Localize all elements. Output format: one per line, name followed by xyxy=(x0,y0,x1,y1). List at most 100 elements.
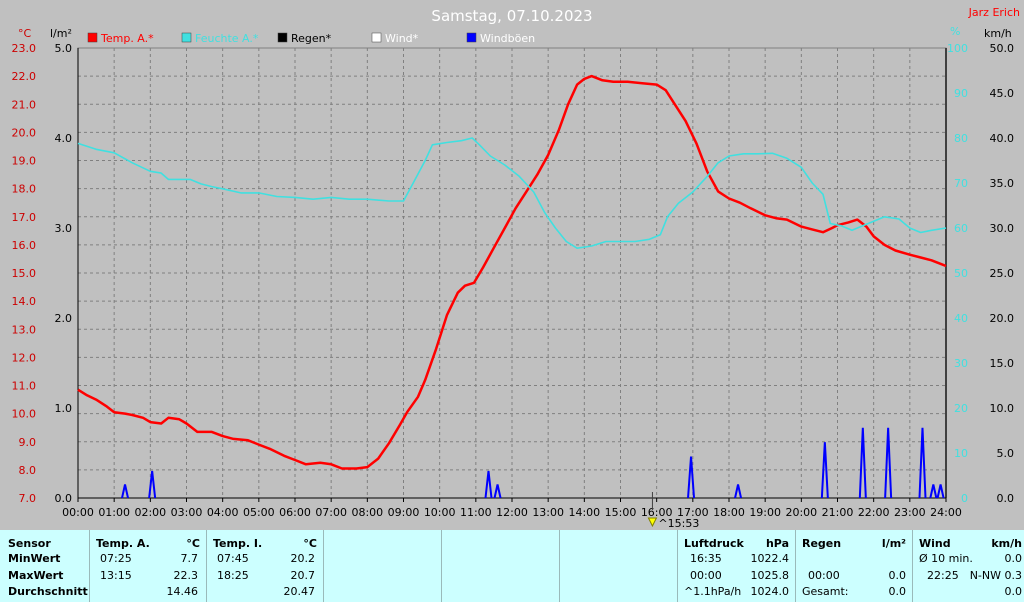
x-tick-label: 14:00 xyxy=(568,506,600,519)
chart-series xyxy=(77,74,947,499)
x-tick-label: 13:00 xyxy=(532,506,564,519)
luftdruck-max-value: 1025.8 xyxy=(750,569,790,582)
left2-tick-label: 1.0 xyxy=(55,402,73,415)
left1-tick-label: 19.0 xyxy=(12,155,37,168)
stats-col-temp-a: Temp. A. °C 07:25 7.7 13:15 22.3 14.46 xyxy=(90,530,207,602)
x-tick-label: 18:00 xyxy=(713,506,745,519)
x-tick-label: 02:00 xyxy=(134,506,166,519)
regen-max-value: 0.0 xyxy=(888,569,907,582)
legend-swatch xyxy=(87,32,98,43)
left1-tick-label: 22.0 xyxy=(12,70,37,83)
legend-swatch xyxy=(371,32,382,43)
temp-i-min-value: 20.2 xyxy=(290,552,316,565)
legend-label: Temp. A.* xyxy=(100,32,154,45)
x-tick-label: 19:00 xyxy=(749,506,781,519)
x-tick-label: 20:00 xyxy=(785,506,817,519)
luftdruck-trend: ^1.1hPa/h xyxy=(684,585,742,598)
luftdruck-max-time: 00:00 xyxy=(690,569,722,582)
legend-swatch xyxy=(181,32,192,43)
wind-avg-value: 0.0 xyxy=(1004,585,1023,598)
stats-col-wind: Wind km/h Ø 10 min. 0.0 22:25 N-NW 0.3 0… xyxy=(913,530,1024,602)
legend-swatch xyxy=(277,32,288,43)
wind-avg10-value: 0.0 xyxy=(1004,552,1023,565)
gust-spike xyxy=(493,484,502,499)
right2-tick-label: 30.0 xyxy=(990,222,1015,235)
wind-header: Wind xyxy=(919,537,951,550)
temp-a-min-value: 7.7 xyxy=(180,552,199,565)
chart-author: Jarz Erich xyxy=(968,6,1020,19)
stats-col-regen: Regen l/m² 00:00 0.0 Gesamt: 0.0 xyxy=(796,530,913,602)
gust-spike xyxy=(484,470,493,499)
right1-tick-label: 90 xyxy=(954,87,968,100)
series-line-feuchte-a xyxy=(77,137,947,249)
x-tick-label: 22:00 xyxy=(858,506,890,519)
x-tick-label: 07:00 xyxy=(315,506,347,519)
right2-tick-label: 20.0 xyxy=(990,312,1015,325)
x-tick-label: 17:00 xyxy=(677,506,709,519)
regen-max-time: 00:00 xyxy=(808,569,840,582)
x-tick-label: 23:00 xyxy=(894,506,926,519)
luftdruck-header: Luftdruck xyxy=(684,537,744,550)
right1-tick-label: 60 xyxy=(954,222,968,235)
x-tick-label: 12:00 xyxy=(496,506,528,519)
gust-spike xyxy=(121,484,129,499)
right1-tick-label: 50 xyxy=(954,267,968,280)
gust-spike xyxy=(858,427,867,499)
right2-tick-label: 0.0 xyxy=(997,492,1015,505)
x-tick-label: 24:00 xyxy=(930,506,962,519)
x-tick-label: 01:00 xyxy=(98,506,130,519)
left1-tick-label: 12.0 xyxy=(12,351,37,364)
x-tick-label: 15:00 xyxy=(605,506,637,519)
legend-label: Wind* xyxy=(385,32,419,45)
temp-a-header: Temp. A. xyxy=(96,537,150,550)
temp-i-header: Temp. I. xyxy=(213,537,263,550)
x-tick-label: 16:00 xyxy=(641,506,673,519)
temp-a-min-time: 07:25 xyxy=(100,552,132,565)
x-tick-label: 06:00 xyxy=(279,506,311,519)
left1-tick-label: 13.0 xyxy=(12,323,37,336)
gust-spike xyxy=(687,456,696,499)
right1-tick-label: 100 xyxy=(947,42,968,55)
luftdruck-min-time: 16:35 xyxy=(690,552,722,565)
left1-tick-label: 16.0 xyxy=(12,239,37,252)
left2-tick-label: 3.0 xyxy=(55,222,73,235)
legend-label: Regen* xyxy=(291,32,332,45)
regen-unit: l/m² xyxy=(881,537,906,550)
temp-a-avg-value: 14.46 xyxy=(166,585,199,598)
temp-a-max-value: 22.3 xyxy=(173,569,199,582)
x-tick-label: 04:00 xyxy=(207,506,239,519)
stats-col-sensor: Sensor MinWert MaxWert Durchschnitt xyxy=(0,530,90,602)
gust-spike xyxy=(734,484,743,499)
left1-tick-label: 7.0 xyxy=(19,492,37,505)
left1-unit-label: °C xyxy=(18,27,32,40)
x-tick-label: 11:00 xyxy=(460,506,492,519)
time-marker-label: ^15:53 xyxy=(658,517,699,530)
right2-tick-label: 40.0 xyxy=(990,132,1015,145)
regen-total-value: 0.0 xyxy=(888,585,907,598)
temp-i-max-time: 18:25 xyxy=(217,569,249,582)
gust-spike xyxy=(936,484,945,499)
temp-i-max-value: 20.7 xyxy=(290,569,316,582)
luftdruck-avg-value: 1024.0 xyxy=(750,585,790,598)
gust-spike xyxy=(929,484,938,499)
stats-sensor-max: MaxWert xyxy=(8,569,64,582)
stats-panel: Sensor MinWert MaxWert Durchschnitt Temp… xyxy=(0,530,1024,602)
right2-tick-label: 35.0 xyxy=(990,177,1015,190)
wind-max-time: 22:25 xyxy=(927,569,959,582)
left1-tick-label: 9.0 xyxy=(19,436,37,449)
right1-tick-label: 30 xyxy=(954,357,968,370)
legend-label: Feuchte A.* xyxy=(195,32,259,45)
chart-axes: 00:00 01:00 02:00 03:00 04:00 05:00 06:00 07:00… xyxy=(12,42,1015,530)
right1-tick-label: 40 xyxy=(954,312,968,325)
x-tick-label: 21:00 xyxy=(822,506,854,519)
left2-tick-label: 0.0 xyxy=(55,492,73,505)
x-tick-label: 05:00 xyxy=(243,506,275,519)
legend-label: Windböen xyxy=(480,32,535,45)
stats-sensor-min: MinWert xyxy=(8,552,61,565)
x-tick-label: 09:00 xyxy=(388,506,420,519)
chart-legend: Temp. A.* Feuchte A.* Regen* Wind* Windböen xyxy=(87,32,535,45)
left1-tick-label: 17.0 xyxy=(12,211,37,224)
left1-tick-label: 20.0 xyxy=(12,126,37,139)
stats-sensor-avg: Durchschnitt xyxy=(8,585,88,598)
right1-unit-label: % xyxy=(950,25,960,38)
